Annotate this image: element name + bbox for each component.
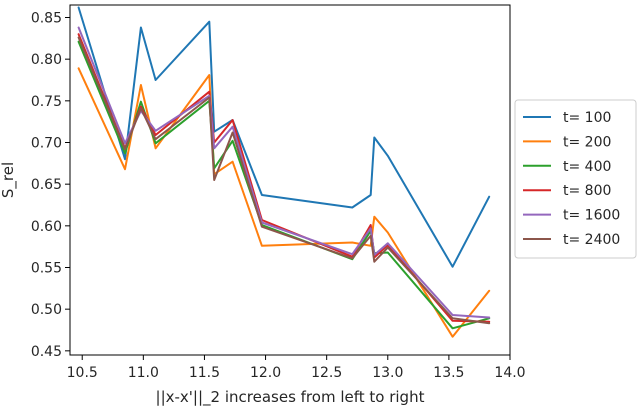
legend-label: t= 800 [563, 183, 611, 199]
y-tick-label: 0.45 [31, 344, 62, 360]
y-tick-label: 0.80 [31, 52, 62, 68]
legend-box [514, 99, 637, 259]
x-tick-label: 12.0 [250, 365, 281, 381]
x-axis: 10.5 11.0 11.5 12.0 12.5 13.0 13.5 14.0 [67, 355, 526, 381]
legend-label: t= 200 [563, 134, 611, 150]
series-line-5 [77, 26, 491, 319]
x-tick-label: 14.0 [494, 365, 525, 381]
series-line-1 [77, 6, 491, 268]
y-axis-label: S_rel [0, 162, 18, 198]
series-line-4 [77, 33, 491, 323]
y-tick-label: 0.60 [31, 219, 62, 235]
y-tick-label: 0.85 [31, 11, 62, 27]
series-line-2 [77, 67, 491, 338]
y-tick-label: 0.75 [31, 94, 62, 110]
legend-label: t= 400 [563, 159, 611, 175]
legend-label: t= 2400 [563, 232, 620, 248]
y-axis: 0.45 0.50 0.55 0.60 0.65 0.70 0.75 0.80 0.85 [31, 11, 70, 360]
y-tick-label: 0.65 [31, 177, 62, 193]
x-tick-label: 10.5 [67, 365, 98, 381]
x-tick-label: 11.0 [128, 365, 159, 381]
series-lines [77, 6, 491, 338]
y-tick-label: 0.55 [31, 261, 62, 277]
x-tick-label: 11.5 [189, 365, 220, 381]
legend-label: t= 1600 [563, 208, 620, 224]
plot-frame [69, 4, 511, 356]
x-axis-label: ||x-x'||_2 increases from left to right [156, 388, 425, 407]
x-tick-label: 13.0 [372, 365, 403, 381]
y-tick-label: 0.70 [31, 136, 62, 152]
y-tick-label: 0.50 [31, 302, 62, 318]
legend: t= 100 t= 200 t= 400 t= 800 t= 1600 t= 2400 [514, 99, 637, 259]
x-tick-label: 13.5 [433, 365, 464, 381]
x-tick-label: 12.5 [311, 365, 342, 381]
legend-label: t= 100 [563, 110, 611, 126]
series-line-6 [77, 36, 491, 325]
